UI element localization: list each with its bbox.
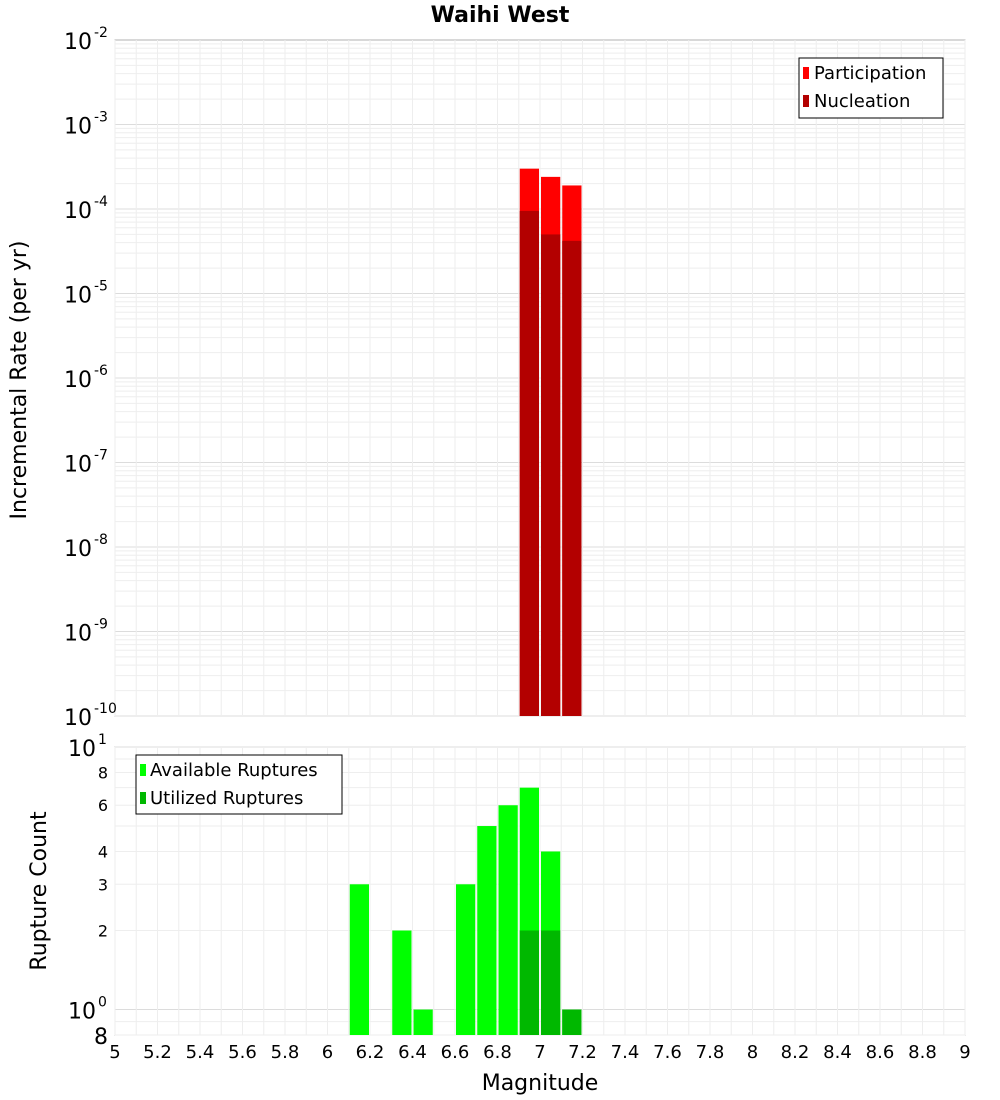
count-y-tick-label: 10	[68, 737, 96, 762]
x-tick-label: 8.4	[823, 1042, 852, 1063]
count-legend-box	[135, 754, 343, 815]
participation-legend-swatch	[803, 67, 809, 79]
x-tick-label: 6.8	[483, 1042, 512, 1063]
x-tick-label: 6.4	[398, 1042, 427, 1063]
x-tick-label: 6.6	[441, 1042, 470, 1063]
rate-y-tick-label: 10	[64, 30, 92, 55]
count-y-tick-label: 8	[94, 1025, 108, 1050]
rate-legend: Participation Nucleation	[798, 57, 944, 119]
x-tick-label: 8.2	[781, 1042, 810, 1063]
utilized-ruptures-bar	[519, 930, 539, 1035]
utilized-ruptures-bar	[541, 930, 561, 1035]
x-tick-label: 8.8	[908, 1042, 937, 1063]
rate-y-tick-label: 10	[64, 453, 92, 478]
rate-y-tick-exponent: -5	[94, 279, 108, 295]
count-y-tick-label: 3	[98, 875, 108, 894]
x-tick-label: 7.2	[568, 1042, 597, 1063]
utilized-legend-swatch	[140, 792, 146, 804]
rate-legend-box	[798, 57, 944, 119]
rate-y-tick-label: 10	[64, 284, 92, 309]
rate-y-tick-label: 10	[64, 622, 92, 647]
rate-y-tick-exponent: -10	[94, 701, 117, 717]
utilized-legend-label: Utilized Ruptures	[150, 788, 303, 809]
count-y-tick-label: 8	[98, 763, 108, 782]
chart-title: Waihi West	[431, 3, 570, 28]
available-ruptures-bar	[413, 1009, 433, 1035]
count-y-axis-label: Rupture Count	[27, 811, 52, 971]
available-ruptures-bar	[477, 826, 497, 1035]
x-tick-label: 5.6	[228, 1042, 257, 1063]
count-y-tick-label: 10	[68, 1000, 96, 1025]
count-y-tick-label: 4	[98, 842, 108, 861]
rate-y-tick-exponent: -4	[94, 194, 108, 210]
rate-y-tick-exponent: -8	[94, 532, 108, 548]
x-tick-label: 5.8	[271, 1042, 300, 1063]
x-tick-label: 7.4	[611, 1042, 640, 1063]
nucleation-bar	[541, 234, 561, 717]
available-ruptures-bar	[498, 805, 518, 1035]
count-y-tick-label: 2	[98, 922, 108, 941]
x-tick-label: 7.6	[653, 1042, 682, 1063]
rate-y-tick-label: 10	[64, 368, 92, 393]
x-axis-label: Magnitude	[482, 1071, 599, 1096]
count-y-tick-label: 6	[98, 796, 108, 815]
x-tick-label: 5.2	[143, 1042, 172, 1063]
rate-y-tick-exponent: -9	[94, 617, 108, 633]
rate-y-tick-label: 10	[64, 537, 92, 562]
rate-bars	[519, 168, 582, 717]
x-tick-label: 8	[747, 1042, 758, 1063]
x-tick-label: 5	[109, 1042, 120, 1063]
nucleation-legend-swatch	[803, 95, 809, 107]
count-legend: Available Ruptures Utilized Ruptures	[135, 754, 343, 815]
available-ruptures-bar	[349, 884, 369, 1035]
rate-y-tick-label: 10	[64, 115, 92, 140]
x-tick-label: 7	[534, 1042, 545, 1063]
count-y-tick-exponent: 1	[98, 732, 107, 748]
rate-y-tick-exponent: -7	[94, 448, 108, 464]
count-gridlines	[114, 746, 966, 1036]
utilized-ruptures-bar	[562, 1009, 582, 1035]
rate-y-ticks: 10-210-310-410-510-610-710-810-910-10	[64, 25, 117, 731]
x-tick-label: 8.6	[866, 1042, 895, 1063]
nucleation-bar	[562, 240, 582, 716]
rate-y-tick-label: 10	[64, 706, 92, 731]
count-y-tick-exponent: 0	[98, 995, 107, 1011]
rate-y-axis-label: Incremental Rate (per yr)	[7, 241, 32, 520]
x-tick-label: 7.8	[696, 1042, 725, 1063]
available-ruptures-bar	[456, 884, 476, 1035]
x-tick-label: 6	[322, 1042, 333, 1063]
rate-panel: 10-210-310-410-510-610-710-810-910-10 In…	[7, 25, 966, 731]
rate-y-tick-exponent: -3	[94, 110, 108, 126]
rate-y-tick-label: 10	[64, 199, 92, 224]
x-tick-label: 5.4	[186, 1042, 215, 1063]
available-legend-swatch	[140, 764, 146, 776]
x-axis-ticks: 5 5.2 5.4 5.6 5.8 6 6.2 6.4 6.6 6.8 7 7.2 7.4 7.6 7.8 8…	[109, 1042, 970, 1063]
available-ruptures-bar	[392, 930, 412, 1035]
nucleation-bar	[519, 210, 539, 716]
x-tick-label: 6.2	[356, 1042, 385, 1063]
rate-y-tick-exponent: -6	[94, 363, 108, 379]
nucleation-legend-label: Nucleation	[814, 91, 910, 112]
rate-gridlines	[114, 40, 966, 717]
available-legend-label: Available Ruptures	[150, 760, 318, 781]
participation-legend-label: Participation	[814, 63, 926, 84]
x-tick-label: 9	[959, 1042, 970, 1063]
rate-y-tick-exponent: -2	[94, 25, 108, 41]
count-bars	[349, 787, 582, 1035]
